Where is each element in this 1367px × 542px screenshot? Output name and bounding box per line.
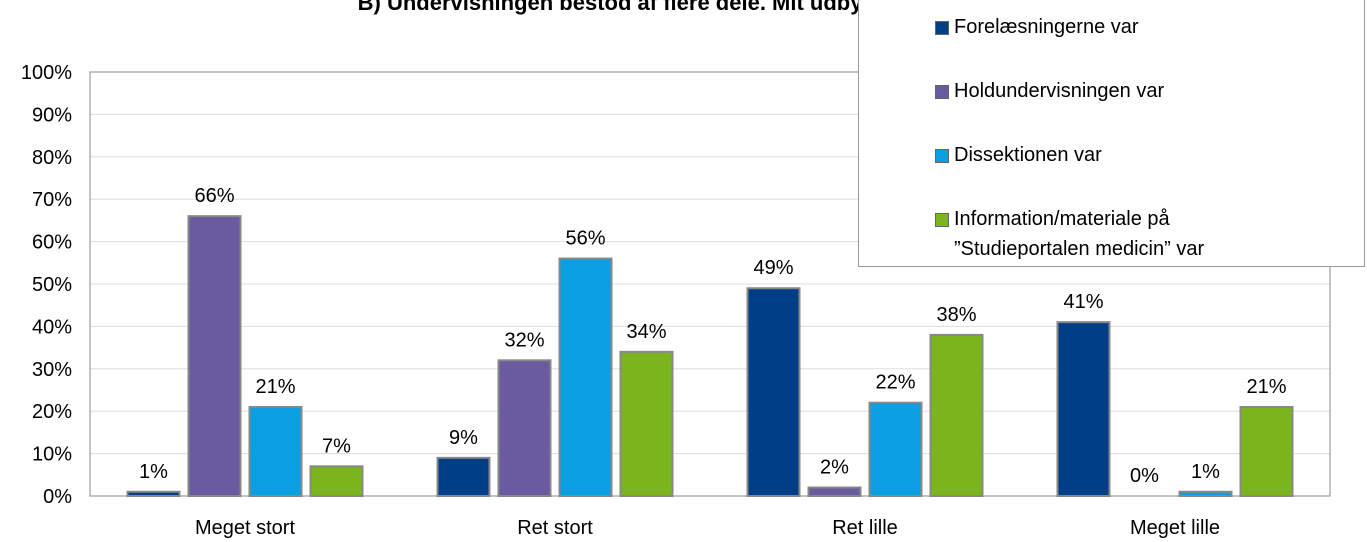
value-label: 38% [936,304,976,326]
legend-entry: Information/materiale på ”Studieportalen… [935,204,1235,264]
value-label: 56% [565,228,605,250]
value-label: 66% [194,185,234,207]
legend-swatch [935,213,949,227]
legend-label: Holdundervisningen var [954,80,1165,102]
value-label: 7% [322,435,351,457]
y-tick-label: 50% [32,274,72,296]
y-tick-label: 20% [32,401,72,423]
value-label: 0% [1130,465,1159,487]
y-tick-label: 60% [32,232,72,254]
value-label: 21% [255,376,295,398]
bar [497,359,552,497]
legend-label: Forelæsningerne var [954,16,1139,38]
value-label: 9% [449,427,478,449]
bar [1056,321,1111,497]
value-label: 22% [875,372,915,394]
y-tick-label: 100% [21,62,72,84]
y-tick-label: 90% [32,104,72,126]
value-label: 2% [820,457,849,479]
bar [746,287,801,497]
legend-entry: Holdundervisningen var [935,76,1235,106]
bar [248,405,303,497]
y-tick-label: 30% [32,359,72,381]
legend-label: Information/materiale på ”Studieportalen… [954,208,1205,260]
plot-border [89,71,1331,497]
legend-swatch [935,149,949,163]
bar [309,465,364,498]
bar [807,486,862,497]
bar [868,401,923,497]
y-tick-label: 40% [32,316,72,338]
value-label: 1% [1191,461,1220,483]
y-tick-label: 10% [32,444,72,466]
legend-entry: Forelæsningerne var [935,12,1235,42]
value-label: 21% [1246,376,1286,398]
value-label: 1% [139,461,168,483]
value-label: 49% [753,257,793,279]
legend-swatch [935,21,949,35]
value-label: 32% [504,329,544,351]
bar [619,350,674,497]
chart-title: B) Undervisningen bestod af flere dele. … [358,0,923,15]
bar [187,215,242,497]
x-tick-label: Ret stort [517,517,593,539]
bar [1239,405,1294,497]
bar [929,333,984,497]
y-tick-label: 70% [32,189,72,211]
y-tick-label: 0% [43,486,72,508]
legend: Forelæsningerne var Holdundervisningen va… [858,0,1365,267]
x-tick-label: Ret lille [832,517,898,539]
x-tick-label: Meget stort [195,517,295,539]
bar [436,456,491,497]
y-tick-label: 80% [32,147,72,169]
value-label: 34% [626,321,666,343]
legend-entry: Dissektionen var [935,140,1235,170]
legend-swatch [935,85,949,99]
x-tick-label: Meget lille [1130,517,1220,539]
bar [1178,490,1233,498]
bar [126,490,181,498]
legend-label: Dissektionen var [954,144,1102,166]
value-label: 41% [1063,291,1103,313]
bar [558,257,613,497]
